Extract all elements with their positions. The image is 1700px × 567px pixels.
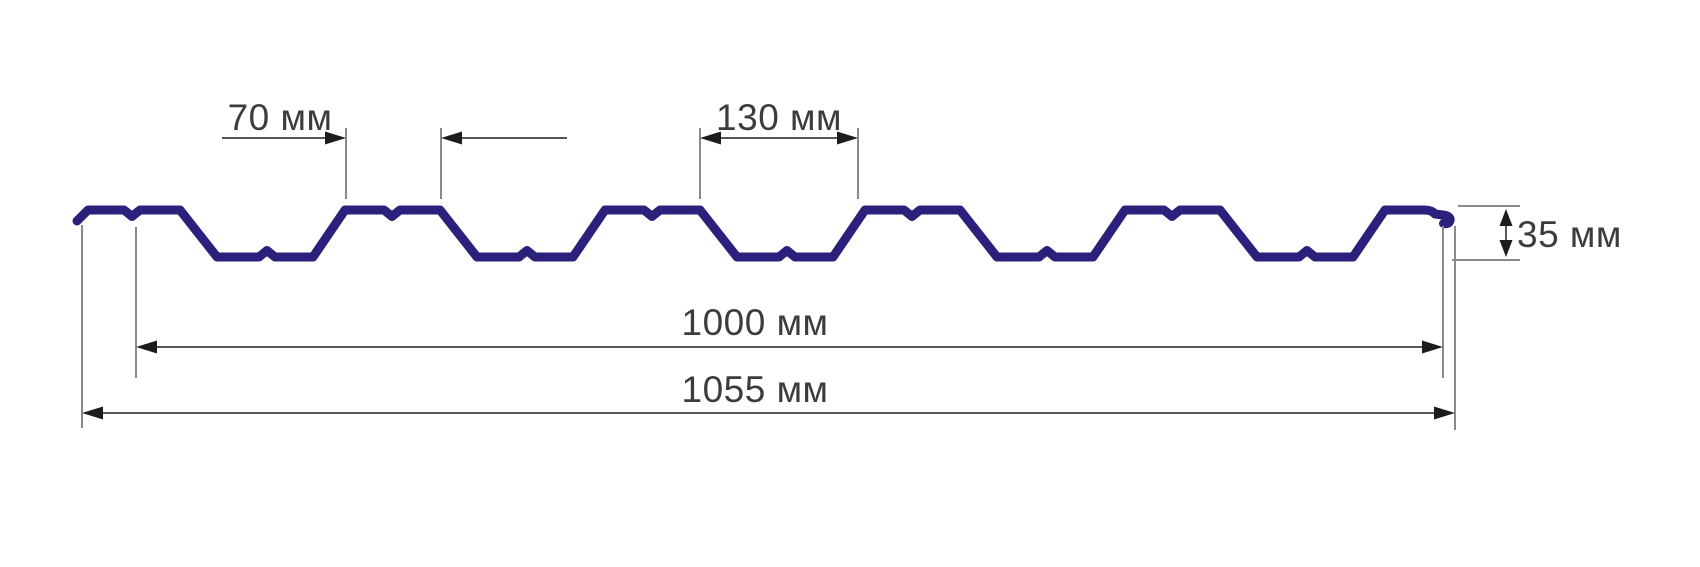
dim-overall-width: 1055 мм [81, 225, 1456, 430]
dim-label-overall-width: 1055 мм [682, 369, 829, 410]
dim-profile-height: 35 мм [1452, 205, 1622, 261]
dim-crest-opening: 130 мм [699, 97, 859, 199]
arrowhead-left-icon [82, 406, 103, 420]
arrowhead-left-icon [136, 340, 157, 354]
dim-label-working-width: 1000 мм [682, 302, 829, 343]
arrowhead-left-icon [441, 131, 462, 145]
dim-label-crest-opening: 130 мм [716, 97, 842, 138]
arrowhead-left-icon [700, 131, 721, 145]
arrowhead-right-icon [325, 131, 346, 145]
dim-label-crest-top-width: 70 мм [228, 97, 333, 138]
arrowhead-right-icon [1422, 340, 1443, 354]
arrowhead-up-icon [1499, 209, 1513, 226]
arrowhead-right-icon [837, 131, 858, 145]
dim-crest-top-width: 70 мм [222, 97, 567, 199]
dim-label-profile-height: 35 мм [1517, 214, 1622, 255]
arrowhead-down-icon [1499, 240, 1513, 257]
dim-working-width: 1000 мм [135, 226, 1444, 378]
sheet-profile-line [72, 205, 1455, 262]
arrowhead-right-icon [1434, 406, 1455, 420]
